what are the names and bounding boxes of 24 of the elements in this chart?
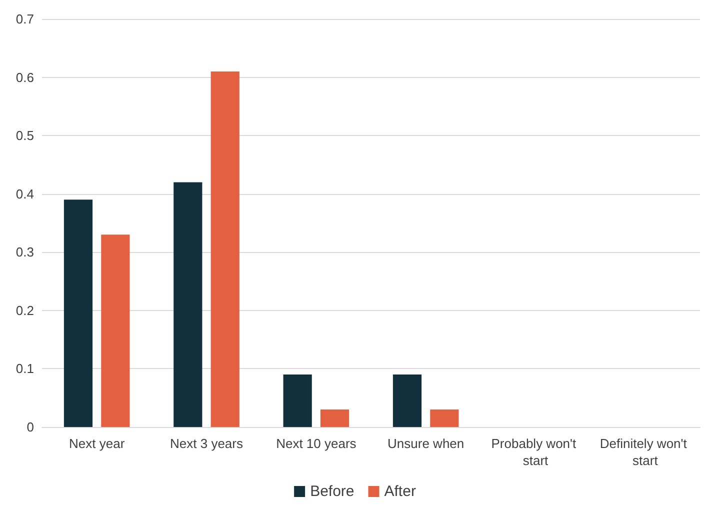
y-tick-label: 0.4 xyxy=(16,186,34,202)
bar xyxy=(64,200,93,427)
y-tick-label: 0.5 xyxy=(16,128,34,144)
legend-label: After xyxy=(384,483,416,500)
x-tick-label: Next year xyxy=(69,436,126,451)
y-tick-label: 0.2 xyxy=(16,302,34,318)
bar xyxy=(430,410,459,427)
y-tick-label: 0.6 xyxy=(16,70,34,85)
y-tick-label: 0.3 xyxy=(16,244,34,260)
legend-label: Before xyxy=(310,483,354,500)
y-tick-label: 0.1 xyxy=(16,361,34,376)
bar xyxy=(320,410,350,427)
bar xyxy=(210,71,240,427)
bar xyxy=(392,374,422,427)
x-tick-label: Probably won't start xyxy=(491,436,580,468)
bar xyxy=(101,234,130,427)
x-tick-label: Unsure when xyxy=(388,436,464,451)
x-tick-label: Next 3 years xyxy=(170,436,244,451)
bar xyxy=(283,374,312,427)
y-tick-label: 0.7 xyxy=(16,12,34,26)
x-tick-label: Next 10 years xyxy=(276,436,357,451)
bar xyxy=(174,182,202,427)
y-tick-label: 0 xyxy=(26,420,34,434)
x-tick-label: Definitely won't start xyxy=(600,436,690,468)
